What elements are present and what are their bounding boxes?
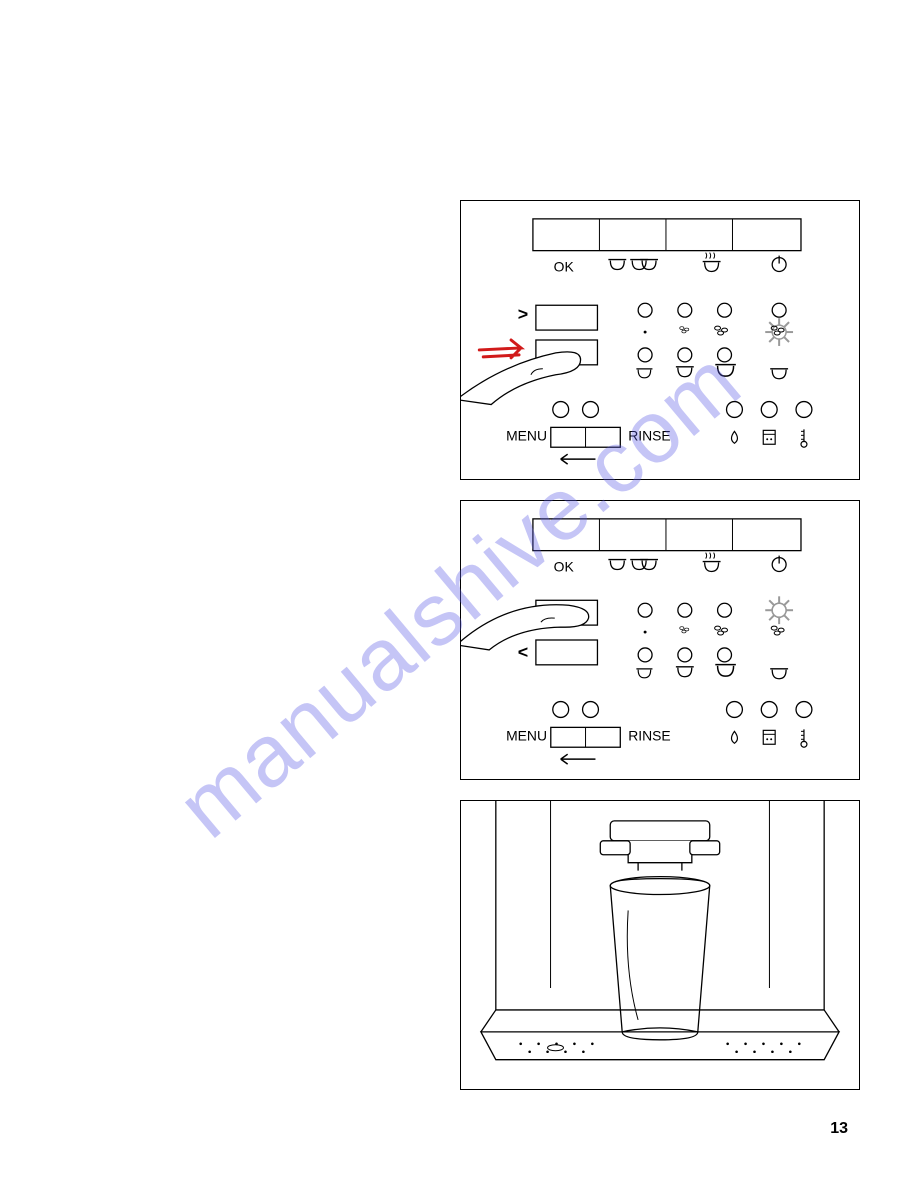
highlight-starburst-icon xyxy=(765,596,793,624)
thermometer-icon xyxy=(801,429,807,447)
rinse-label: RINSE xyxy=(628,427,670,443)
drop-icon xyxy=(731,431,737,443)
back-arrow-icon xyxy=(561,754,596,764)
filter-icon xyxy=(763,430,775,444)
ok-label: OK xyxy=(554,558,575,574)
control-panel-middle: OK < MENU RINSE xyxy=(460,500,860,780)
chevron-icon: > xyxy=(518,304,528,324)
glass-icon xyxy=(610,877,709,1040)
press-arrow-icon xyxy=(479,340,521,358)
rinse-label: RINSE xyxy=(628,727,670,743)
selector-button-1[interactable] xyxy=(536,305,598,330)
selector-button-2[interactable] xyxy=(536,640,598,665)
back-arrow-icon xyxy=(561,454,596,464)
page-number: 13 xyxy=(830,1120,848,1138)
menu-label: MENU xyxy=(506,427,547,443)
chevron-icon: < xyxy=(518,642,528,662)
finger-icon xyxy=(461,352,581,405)
control-panel-top: OK > MENU xyxy=(460,200,860,480)
ok-label: OK xyxy=(554,258,575,274)
coffee-machine-illustration xyxy=(460,800,860,1090)
menu-label: MENU xyxy=(506,727,547,743)
